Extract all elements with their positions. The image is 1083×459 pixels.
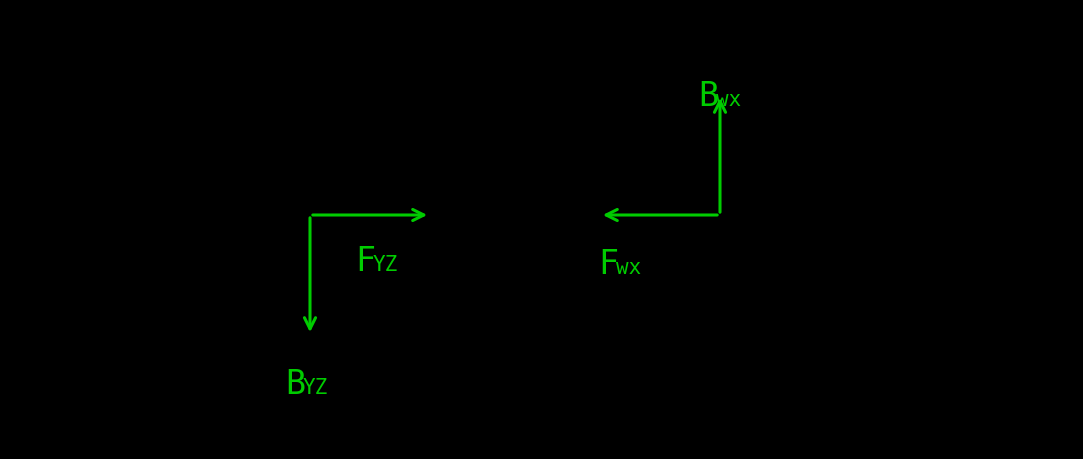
Text: F: F: [598, 248, 618, 281]
Text: wx: wx: [616, 258, 641, 278]
Text: YZ: YZ: [373, 255, 399, 275]
Text: F: F: [355, 245, 375, 278]
Text: wx: wx: [716, 90, 741, 110]
Text: B: B: [285, 368, 305, 401]
Text: YZ: YZ: [303, 378, 328, 398]
Text: B: B: [699, 80, 718, 113]
